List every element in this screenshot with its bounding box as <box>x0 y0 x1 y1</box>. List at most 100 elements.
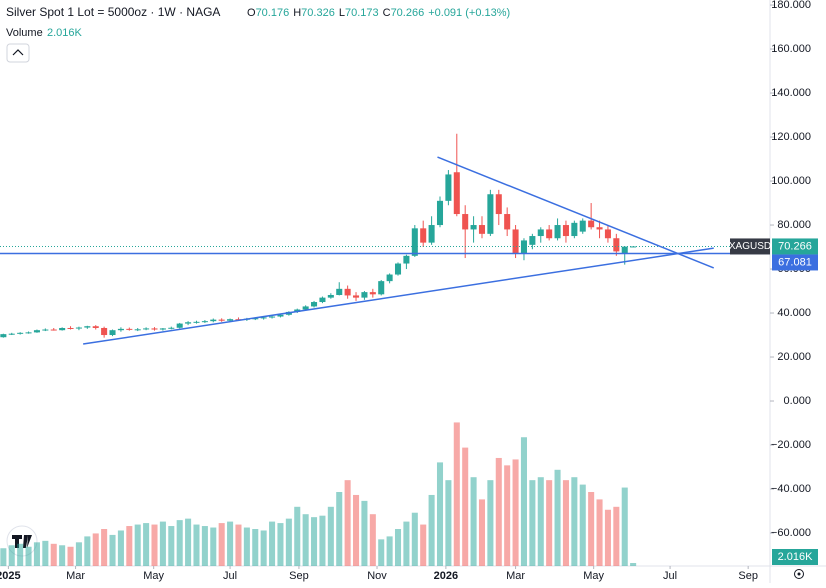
volume-bar <box>285 518 292 566</box>
volume-bar <box>462 447 469 566</box>
candle-body <box>50 329 57 331</box>
volume-bar <box>101 529 108 566</box>
y-tick-label: 20.000 <box>777 351 811 363</box>
candle-body <box>604 229 611 239</box>
candle-body <box>227 319 234 321</box>
candle-body <box>92 326 99 328</box>
ohlc-value: 70.176 <box>256 7 290 19</box>
volume-tag <box>772 549 818 565</box>
x-tick-label: Sep <box>738 570 758 582</box>
x-tick-label: Sep <box>289 570 309 582</box>
volume-bar <box>571 477 578 566</box>
y-tick-label: 120.000 <box>771 131 811 143</box>
ohlc-letter: O <box>247 7 256 19</box>
candle-body <box>571 222 578 237</box>
volume-bar <box>59 545 66 566</box>
volume-bar <box>159 521 166 566</box>
candle-body <box>470 225 477 230</box>
volume-bar <box>185 518 192 566</box>
change-value: +0.091 (+0.13%) <box>428 7 510 19</box>
y-tick-label: 100.000 <box>771 175 811 187</box>
x-tick-label: 2025 <box>0 570 21 582</box>
candle-body <box>353 295 360 298</box>
candle-body <box>462 214 469 230</box>
candle-body <box>33 330 40 333</box>
candle-body <box>218 319 225 321</box>
volume-bar <box>504 465 511 566</box>
candle-body <box>269 316 276 318</box>
volume-bar <box>218 523 225 566</box>
candle-body <box>436 200 444 226</box>
legend-header: Silver Spot 1 Lot = 5000oz · 1W · NAGA V… <box>6 5 510 39</box>
settings-icon[interactable] <box>794 569 804 579</box>
volume-bar <box>428 494 435 566</box>
candle-body <box>613 238 620 252</box>
volume-bar <box>92 533 99 566</box>
volume-bar <box>529 480 536 566</box>
volume-bar <box>487 480 494 566</box>
candle-body <box>403 255 410 264</box>
volume-bar <box>495 457 502 566</box>
candle-body <box>210 319 217 322</box>
candle-body <box>143 328 150 330</box>
volume-bar <box>621 487 628 566</box>
candle-body <box>134 329 141 331</box>
volume-bar <box>210 527 217 566</box>
volume-bar <box>227 521 234 566</box>
volume-bar <box>588 492 595 566</box>
candle-body <box>596 227 603 230</box>
collapse-button[interactable] <box>6 43 30 63</box>
volume-bar <box>512 459 519 566</box>
volume-bar <box>378 539 385 566</box>
candle-body <box>520 240 527 254</box>
candle-body <box>487 194 494 234</box>
x-tick-label: Mar <box>66 570 85 582</box>
candle-body <box>546 229 553 239</box>
candle-body <box>319 297 326 303</box>
candle-body <box>277 314 284 317</box>
volume-value: 2.016K <box>47 27 83 39</box>
candle-body <box>453 172 460 215</box>
candle-body <box>201 321 208 323</box>
candle-body <box>168 327 175 329</box>
volume-bar <box>411 512 418 566</box>
volume-bar <box>67 546 74 566</box>
candle-body <box>327 294 334 298</box>
volume-bar <box>0 548 7 566</box>
candle-body <box>529 236 536 245</box>
volume-bar <box>252 529 259 566</box>
volume-bar <box>269 521 276 566</box>
ohlc-value: 70.173 <box>345 7 379 19</box>
volume-bar <box>445 480 452 566</box>
volume-bar <box>604 509 611 566</box>
candle-body <box>25 332 32 334</box>
volume-bar <box>546 480 553 566</box>
volume-bar <box>520 437 527 566</box>
ohlc-letter: L <box>339 7 345 19</box>
volume-bar <box>117 530 124 566</box>
candle-body <box>562 225 569 237</box>
volume-bar <box>344 480 351 566</box>
volume-bar <box>537 477 544 566</box>
volume-bar <box>25 546 32 566</box>
candle-body <box>67 327 74 329</box>
volume-bar <box>151 524 158 566</box>
volume-tag-label: 2.016K <box>778 551 814 563</box>
candle-body <box>84 326 91 328</box>
candle-body <box>554 225 561 239</box>
volume-bar <box>319 515 326 566</box>
volume-bar <box>353 494 360 566</box>
candle-body <box>369 292 376 295</box>
volume-bar <box>596 499 603 566</box>
last-price-label: 70.266 <box>778 240 812 252</box>
candle-body <box>260 317 267 319</box>
volume-bar <box>168 526 175 566</box>
candle-body <box>42 329 49 331</box>
volume-bar <box>134 524 141 566</box>
x-tick-label: Jul <box>663 570 677 582</box>
candle-body <box>495 194 502 215</box>
trend-line <box>83 247 714 345</box>
